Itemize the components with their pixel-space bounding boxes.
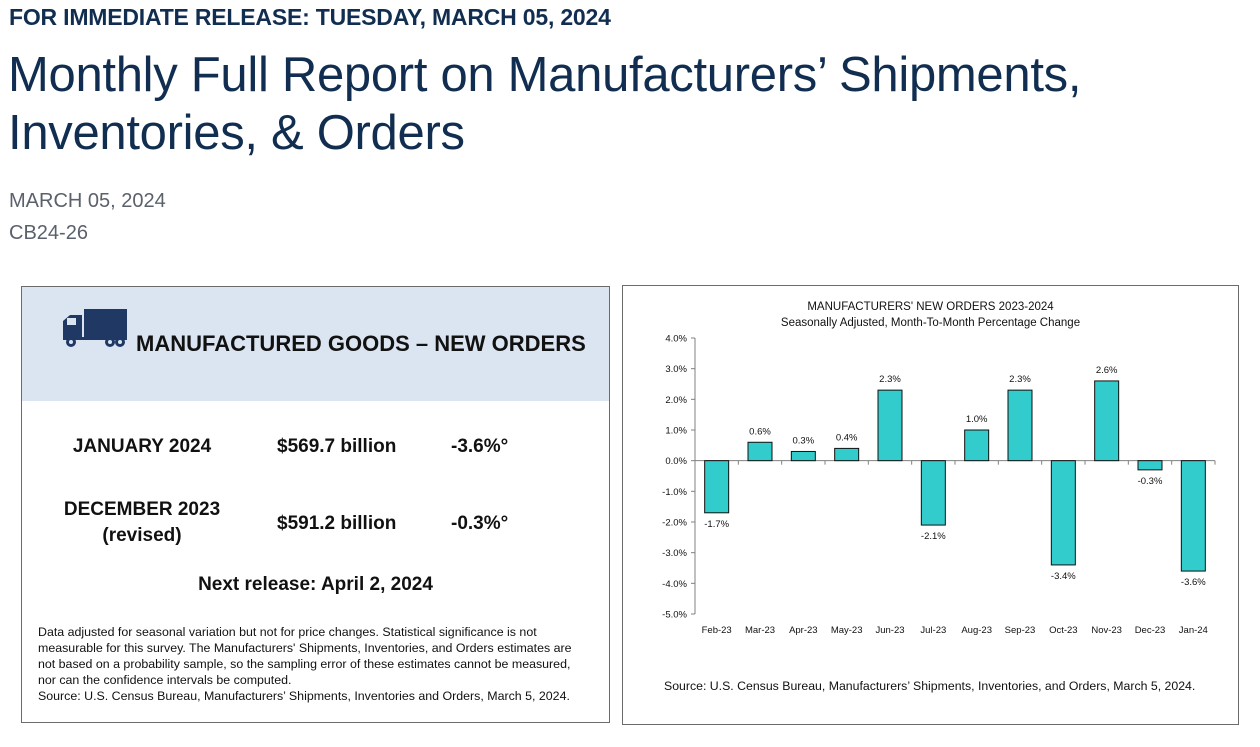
bar-aug-23 — [964, 429, 990, 462]
data-label: -2.1% — [921, 531, 946, 542]
summary-footnote: Data adjusted for seasonal variation but… — [38, 624, 598, 704]
footnote-line: Data adjusted for seasonal variation but… — [38, 625, 537, 639]
y-tick-label: -2.0% — [662, 518, 687, 529]
x-tick-label: Apr-23 — [789, 625, 818, 636]
bar-sep-23 — [1007, 389, 1033, 462]
next-release: Next release: April 2, 2024 — [198, 574, 433, 595]
y-tick-label: 1.0% — [665, 426, 687, 437]
data-label: -0.3% — [1138, 476, 1163, 487]
x-tick-label: Jul-23 — [920, 625, 946, 636]
release-date: MARCH 05, 2024 — [9, 190, 166, 212]
chart-subtitle: Seasonally Adjusted, Month-To-Month Perc… — [780, 317, 1081, 329]
data-label: 2.3% — [1009, 374, 1031, 385]
data-label: 0.4% — [836, 432, 858, 443]
y-tick-label: -1.0% — [662, 487, 687, 498]
y-tick-label: 2.0% — [665, 395, 687, 406]
data-label: -3.4% — [1051, 571, 1076, 582]
bar-dec-23 — [1137, 460, 1163, 471]
row-amount-jan-2024: $569.7 billion — [277, 436, 397, 457]
y-tick-label: -3.0% — [662, 548, 687, 559]
row-period-dec-2023: DECEMBER 2023 — [63, 499, 221, 520]
summary-source: Source: U.S. Census Bureau, Manufacturer… — [38, 689, 570, 703]
new-orders-chart-panel: MANUFACTURERS' NEW ORDERS 2023-2024 Seas… — [622, 285, 1239, 725]
bar-jun-23 — [877, 389, 903, 462]
x-tick-label: Oct-23 — [1049, 625, 1078, 636]
x-tick-label: Jun-23 — [875, 625, 904, 636]
bar-chart: 4.0% 3.0% 2.0% 1.0% 0.0% -1.0% -2.0% -3.0% -4.0%… — [662, 334, 1216, 636]
truck-icon — [63, 309, 127, 347]
y-tick-label: 0.0% — [665, 456, 687, 467]
new-orders-summary-panel: MANUFACTURED GOODS – NEW ORDERS JANUARY … — [21, 286, 610, 723]
x-tick-label: Jan-24 — [1179, 625, 1208, 636]
x-tick-label: Aug-23 — [961, 625, 992, 636]
bar-jan-24 — [1180, 460, 1206, 572]
bar-oct-23 — [1050, 460, 1076, 566]
x-tick-label: May-23 — [831, 625, 863, 636]
bar-feb-23 — [704, 460, 730, 514]
bar-may-23 — [834, 447, 860, 462]
row-amount-dec-2023: $591.2 billion — [277, 513, 397, 534]
footnote-line: measurable for this survey. The Manufact… — [38, 641, 572, 655]
x-tick-label: Nov-23 — [1091, 625, 1122, 636]
x-tick-label: Dec-23 — [1135, 625, 1166, 636]
summary-title: MANUFACTURED GOODS – NEW ORDERS — [136, 331, 586, 356]
y-tick-label: 3.0% — [665, 364, 687, 375]
bar-jul-23 — [920, 460, 946, 526]
footnote-line: nor can the confidence intervals be comp… — [38, 673, 292, 687]
chart-source: Source: U.S. Census Bureau, Manufacturer… — [664, 679, 1196, 693]
row-change-dec-2023: -0.3%° — [451, 513, 509, 534]
row-period-jan-2024: JANUARY 2024 — [72, 436, 212, 457]
y-tick-label: 4.0% — [665, 334, 687, 345]
x-tick-label: Sep-23 — [1005, 625, 1036, 636]
release-code: CB24-26 — [9, 222, 88, 244]
data-label: 0.3% — [793, 435, 815, 446]
bar-mar-23 — [747, 441, 773, 462]
y-tick-label: -5.0% — [662, 610, 687, 621]
data-label: -1.7% — [704, 519, 729, 530]
x-tick-label: Mar-23 — [745, 625, 775, 636]
x-tick-label: Feb-23 — [702, 625, 732, 636]
data-label: 2.6% — [1096, 365, 1118, 376]
summary-header: MANUFACTURED GOODS – NEW ORDERS — [22, 287, 609, 401]
bar-nov-23 — [1094, 380, 1120, 462]
chart-title: MANUFACTURERS' NEW ORDERS 2023-2024 — [807, 301, 1054, 313]
data-label: -3.6% — [1181, 577, 1206, 588]
page-title: Monthly Full Report on Manufacturers’ Sh… — [8, 48, 1082, 160]
data-label: 1.0% — [966, 414, 988, 425]
data-label: 2.3% — [879, 374, 901, 385]
bar-apr-23 — [790, 450, 816, 462]
data-label: 0.6% — [749, 426, 771, 437]
row-change-jan-2024: -3.6%° — [451, 436, 509, 457]
release-date-line: FOR IMMEDIATE RELEASE: TUESDAY, MARCH 05… — [9, 4, 611, 30]
row-period-note-dec-2023: (revised) — [102, 525, 182, 546]
footnote-line: not based on a probability sample, so th… — [38, 657, 571, 671]
y-tick-label: -4.0% — [662, 579, 687, 590]
